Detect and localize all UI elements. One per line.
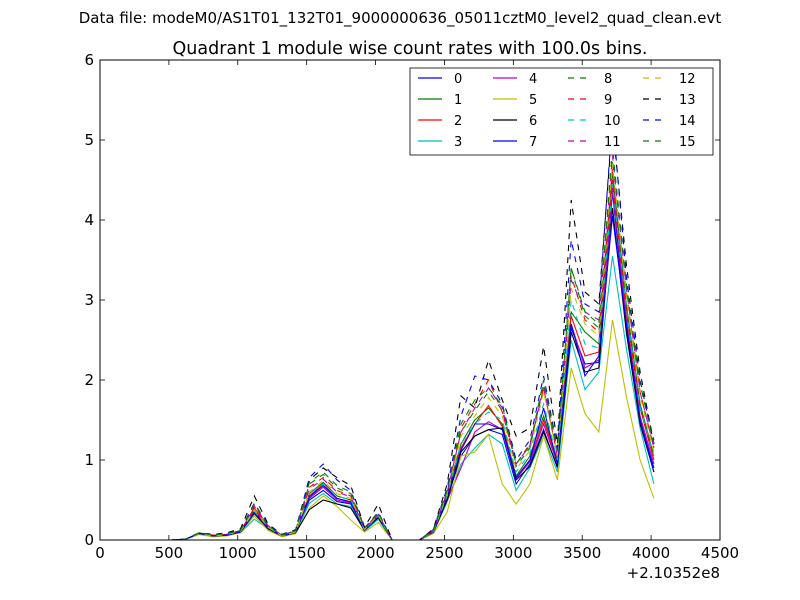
series-line-7 [157,215,655,541]
series-line-11 [157,155,655,541]
legend-label-13: 13 [679,93,696,108]
y-tick-label: 1 [84,451,94,469]
series-line-5 [157,319,655,541]
legend-label-7: 7 [529,135,537,150]
plot-area-frame [99,59,721,541]
legend-label-1: 1 [454,93,462,108]
x-tick-label: 3500 [563,544,601,562]
series-line-10 [157,183,655,541]
legend-label-6: 6 [529,114,537,129]
y-tick-label: 3 [84,291,94,309]
x-tick-label: 2000 [356,544,394,562]
series-line-3 [157,255,655,541]
legend-label-3: 3 [454,135,462,150]
y-tick-label: 2 [84,371,94,389]
legend-box [409,67,714,156]
y-tick-label: 4 [84,211,94,229]
legend-label-0: 0 [454,72,462,87]
series-layer [157,115,655,541]
x-tick-label: 1500 [288,544,326,562]
legend-label-4: 4 [529,72,537,87]
series-line-15 [157,147,655,541]
legend-label-14: 14 [679,114,696,129]
legend-label-9: 9 [604,93,612,108]
legend-label-2: 2 [454,114,462,129]
legend-label-10: 10 [604,114,621,129]
x-tick-label: 3000 [494,544,532,562]
legend-label-8: 8 [604,72,612,87]
chart-suptitle: Data file: modeM0/AS1T01_132T01_90000006… [79,9,722,28]
x-tick-label: 4000 [632,544,670,562]
chart-title: Quadrant 1 module wise count rates with … [173,39,648,59]
y-tick-label: 5 [84,131,94,149]
series-line-13 [157,123,655,541]
legend-label-5: 5 [529,93,537,108]
y-tick-label: 0 [84,531,94,549]
x-tick-label: 4500 [701,544,739,562]
x-axis-offset-label: +2.10352e8 [627,564,720,582]
x-tick-label: 2500 [425,544,463,562]
series-line-0 [157,191,655,541]
x-tick-label: 500 [155,544,184,562]
x-tick-label: 0 [95,544,105,562]
legend-label-15: 15 [679,135,696,150]
series-line-4 [157,187,655,541]
ticks-layer: 0 500 1000 1500 2000 2500 3000 3500 4000 45000123… [84,51,739,562]
legend-label-11: 11 [604,135,621,150]
series-line-2 [157,179,655,541]
legend-label-12: 12 [679,72,696,87]
y-tick-label: 6 [84,51,94,69]
x-tick-label: 1000 [219,544,257,562]
